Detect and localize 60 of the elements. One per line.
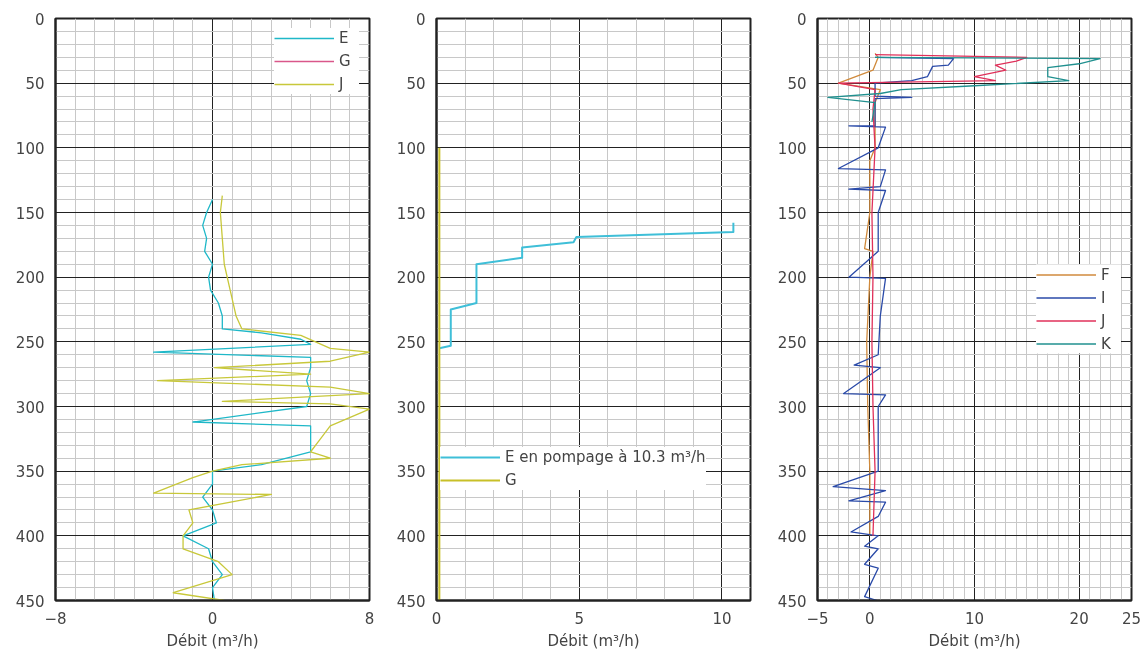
y-tick-label: 250 [15, 333, 45, 352]
x-tick-label: 20 [1069, 609, 1089, 628]
x-axis-title: Débit (m³/h) [928, 631, 1021, 650]
legend-label: E [339, 29, 350, 47]
y-tick-label: 100 [15, 139, 45, 158]
y-tick-label: 50 [25, 75, 45, 94]
x-tick-label: 0 [431, 609, 442, 628]
y-tick-label: 450 [396, 592, 426, 611]
x-axis-title: Débit (m³/h) [547, 631, 640, 650]
y-tick-label: 350 [396, 463, 426, 482]
x-axis-title: Débit (m³/h) [166, 631, 259, 650]
x-tick-label: 10 [964, 609, 985, 628]
y-tick-label: 350 [15, 463, 45, 482]
x-tick-label: 10 [712, 609, 732, 628]
y-tick-label: 150 [777, 204, 807, 223]
y-tick-label: 300 [15, 398, 45, 417]
y-tick-label: 400 [15, 527, 45, 546]
y-tick-label: 0 [796, 10, 807, 29]
y-tick-label: 250 [396, 333, 426, 352]
x-tick-label: 0 [207, 609, 218, 628]
x-tick-label: 25 [1121, 609, 1142, 628]
y-tick-label: 450 [15, 592, 45, 611]
y-tick-label: 400 [396, 527, 426, 546]
line-series [832, 56, 955, 601]
line-series [837, 54, 1028, 537]
line-series [827, 56, 1101, 123]
legend-label: K [1101, 334, 1112, 353]
legend-label: J [339, 75, 345, 93]
y-tick-label: 250 [777, 333, 807, 352]
y-tick-label: 300 [777, 398, 807, 417]
legend-label: E en pompage à 10.3 m³/h [505, 448, 706, 466]
legend-label: J [1101, 311, 1107, 330]
x-tick-label: 5 [574, 609, 584, 628]
y-tick-label: 300 [396, 398, 426, 417]
x-tick-label: 0 [865, 609, 875, 628]
y-tick-label: 50 [406, 75, 426, 94]
y-tick-label: 50 [787, 75, 807, 94]
y-tick-label: 400 [777, 527, 807, 546]
y-tick-label: 350 [777, 463, 807, 482]
y-tick-label: 200 [777, 269, 807, 288]
y-tick-label: 150 [15, 204, 45, 223]
y-tick-label: 200 [15, 269, 45, 288]
legend-label: F [1101, 265, 1111, 284]
y-tick-label: 100 [777, 139, 807, 158]
x-tick-label: −5 [806, 609, 829, 628]
y-tick-label: 0 [34, 10, 45, 29]
line-series [837, 52, 881, 537]
y-tick-label: 0 [415, 10, 426, 29]
y-tick-label: 450 [777, 592, 807, 611]
line-series [152, 195, 370, 601]
legend-label: G [339, 52, 352, 70]
legend-label: G [505, 471, 518, 489]
line-series [438, 221, 735, 350]
y-tick-label: 200 [396, 269, 426, 288]
legend-label: I [1101, 288, 1107, 307]
y-tick-label: 100 [396, 139, 426, 158]
x-tick-label: 8 [364, 609, 375, 628]
y-tick-label: 150 [396, 204, 426, 223]
line-series [152, 198, 312, 601]
x-tick-label: −8 [44, 609, 67, 628]
